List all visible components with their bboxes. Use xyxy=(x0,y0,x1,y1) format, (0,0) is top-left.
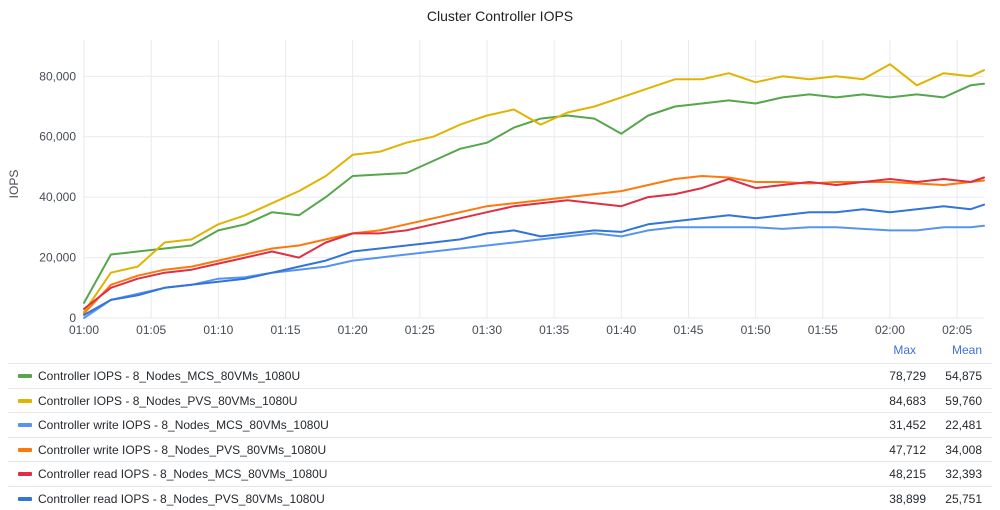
legend-row[interactable]: Controller IOPS - 8_Nodes_PVS_80VMs_1080… xyxy=(8,387,992,413)
legend-mean-value: 25,751 xyxy=(945,491,982,506)
legend-mean-value: 34,008 xyxy=(945,442,982,457)
x-tick-label: 01:05 xyxy=(136,323,166,337)
legend-swatch xyxy=(18,398,32,403)
y-tick-label: 80,000 xyxy=(39,69,76,83)
x-tick-label: 01:55 xyxy=(808,323,838,337)
y-axis-label: IOPS xyxy=(7,170,21,199)
series-line-3[interactable] xyxy=(83,224,985,319)
legend-max-value: 47,712 xyxy=(889,442,926,457)
legend-series-name[interactable]: Controller read IOPS - 8_Nodes_MCS_80VMs… xyxy=(38,467,328,481)
iops-line-chart: 0 20,000 40,000 60,000 80,000 01:00 01:05 01:1… xyxy=(7,40,985,337)
legend-mean-header[interactable]: Mean xyxy=(951,343,982,357)
y-tick-label: 40,000 xyxy=(39,190,76,204)
series-line-6[interactable] xyxy=(83,203,985,316)
legend-row[interactable]: Controller read IOPS - 8_Nodes_MCS_80VMs… xyxy=(8,461,992,486)
x-tick-label: 02:00 xyxy=(875,323,905,337)
legend-swatch xyxy=(18,423,32,427)
x-tick-label: 01:00 xyxy=(69,323,99,337)
legend-table: Max Mean Controller IOPS - 8_Nodes_MCS_8… xyxy=(8,341,992,510)
legend-max-value: 48,215 xyxy=(889,467,926,481)
legend-row[interactable]: Controller write IOPS - 8_Nodes_MCS_80VM… xyxy=(8,412,992,437)
legend-max-value: 78,729 xyxy=(889,369,926,383)
series-line-1[interactable] xyxy=(83,82,985,304)
legend-max-value: 38,899 xyxy=(889,491,926,506)
legend-mean-value: 22,481 xyxy=(945,418,982,432)
x-tick-label: 01:35 xyxy=(539,323,569,337)
x-tick-label: 01:50 xyxy=(741,323,771,337)
x-tick-label: 01:25 xyxy=(405,323,435,337)
legend-mean-value: 32,393 xyxy=(945,467,982,481)
legend-series-name[interactable]: Controller IOPS - 8_Nodes_MCS_80VMs_1080… xyxy=(38,369,301,383)
x-tick-label: 01:45 xyxy=(673,323,703,337)
x-tick-label: 02:05 xyxy=(942,323,972,337)
legend-swatch xyxy=(18,472,32,476)
x-tick-label: 01:10 xyxy=(203,323,233,337)
series-line-4[interactable] xyxy=(83,175,985,315)
x-tick-label: 01:15 xyxy=(270,323,300,337)
legend-swatch xyxy=(18,496,32,501)
legend-series-name[interactable]: Controller read IOPS - 8_Nodes_PVS_80VMs… xyxy=(38,491,325,506)
legend-mean-value: 59,760 xyxy=(945,393,982,408)
legend-mean-value: 54,875 xyxy=(945,369,982,383)
legend-row[interactable]: Controller IOPS - 8_Nodes_MCS_80VMs_1080… xyxy=(8,363,992,388)
y-tick-label: 20,000 xyxy=(39,251,76,265)
series-line-5[interactable] xyxy=(83,176,985,310)
series-line-2[interactable] xyxy=(83,63,985,313)
legend-header: Max Mean xyxy=(8,341,992,363)
x-tick-label: 01:40 xyxy=(606,323,636,337)
legend-row[interactable]: Controller read IOPS - 8_Nodes_PVS_80VMs… xyxy=(8,485,992,510)
legend-swatch xyxy=(18,447,32,452)
legend-max-value: 84,683 xyxy=(889,393,926,408)
x-tick-label: 01:30 xyxy=(472,323,502,337)
x-tick-label: 01:20 xyxy=(338,323,368,337)
legend-max-header[interactable]: Max xyxy=(893,343,916,357)
chart-title: Cluster Controller IOPS xyxy=(426,8,574,24)
legend-series-name[interactable]: Controller IOPS - 8_Nodes_PVS_80VMs_1080… xyxy=(38,393,298,408)
legend-swatch xyxy=(18,374,32,378)
legend-series-name[interactable]: Controller write IOPS - 8_Nodes_MCS_80VM… xyxy=(38,418,329,432)
y-tick-label: 60,000 xyxy=(39,130,76,144)
y-tick-label: 0 xyxy=(69,311,76,325)
legend-max-value: 31,452 xyxy=(889,418,926,432)
legend-series-name[interactable]: Controller write IOPS - 8_Nodes_PVS_80VM… xyxy=(38,442,327,457)
legend-row[interactable]: Controller write IOPS - 8_Nodes_PVS_80VM… xyxy=(8,436,992,462)
